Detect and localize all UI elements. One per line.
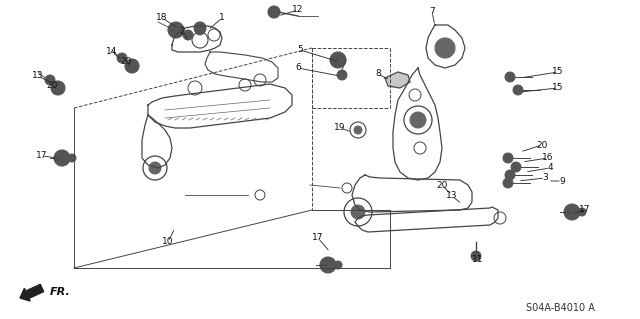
Text: 15: 15 bbox=[552, 84, 564, 93]
Circle shape bbox=[330, 52, 346, 68]
Circle shape bbox=[117, 53, 127, 63]
Text: 1: 1 bbox=[219, 13, 225, 23]
Text: FR.: FR. bbox=[50, 287, 71, 297]
Text: 20: 20 bbox=[120, 57, 132, 66]
Text: 16: 16 bbox=[542, 153, 554, 162]
Circle shape bbox=[513, 85, 523, 95]
Circle shape bbox=[511, 162, 521, 172]
Circle shape bbox=[410, 112, 426, 128]
Text: S04A-B4010 A: S04A-B4010 A bbox=[525, 303, 595, 313]
Text: 19: 19 bbox=[334, 123, 346, 132]
Circle shape bbox=[505, 72, 515, 82]
Circle shape bbox=[435, 38, 455, 58]
Text: 10: 10 bbox=[163, 238, 173, 247]
Circle shape bbox=[149, 162, 161, 174]
Text: 20: 20 bbox=[536, 140, 548, 150]
Circle shape bbox=[54, 150, 70, 166]
Text: 11: 11 bbox=[472, 256, 484, 264]
Circle shape bbox=[505, 170, 515, 180]
Circle shape bbox=[168, 22, 184, 38]
Text: 12: 12 bbox=[292, 5, 304, 14]
Text: 20: 20 bbox=[436, 181, 448, 189]
Text: 17: 17 bbox=[312, 234, 324, 242]
Text: 20: 20 bbox=[46, 80, 58, 90]
FancyArrow shape bbox=[20, 284, 44, 301]
Circle shape bbox=[268, 6, 280, 18]
Text: 3: 3 bbox=[542, 174, 548, 182]
Text: 2: 2 bbox=[179, 27, 185, 36]
Circle shape bbox=[195, 25, 205, 35]
Text: 13: 13 bbox=[446, 191, 458, 201]
Text: 4: 4 bbox=[547, 164, 553, 173]
Text: 17: 17 bbox=[579, 205, 591, 214]
Circle shape bbox=[125, 59, 139, 73]
Circle shape bbox=[354, 126, 362, 134]
Circle shape bbox=[320, 257, 336, 273]
Polygon shape bbox=[385, 72, 410, 88]
Circle shape bbox=[194, 22, 206, 34]
Circle shape bbox=[183, 30, 193, 40]
Text: 9: 9 bbox=[559, 176, 565, 186]
Circle shape bbox=[578, 208, 586, 216]
Circle shape bbox=[564, 204, 580, 220]
Circle shape bbox=[503, 178, 513, 188]
Text: 7: 7 bbox=[429, 8, 435, 17]
Circle shape bbox=[471, 251, 481, 261]
Text: 6: 6 bbox=[295, 63, 301, 72]
Text: 5: 5 bbox=[297, 46, 303, 55]
Text: 15: 15 bbox=[552, 68, 564, 77]
Circle shape bbox=[51, 81, 65, 95]
Text: 17: 17 bbox=[36, 152, 48, 160]
Circle shape bbox=[45, 75, 55, 85]
Text: 14: 14 bbox=[106, 48, 118, 56]
Text: 18: 18 bbox=[156, 13, 168, 23]
Circle shape bbox=[337, 70, 347, 80]
Circle shape bbox=[503, 153, 513, 163]
Text: 8: 8 bbox=[375, 70, 381, 78]
Circle shape bbox=[334, 261, 342, 269]
Text: 13: 13 bbox=[32, 71, 44, 80]
Circle shape bbox=[351, 205, 365, 219]
Circle shape bbox=[68, 154, 76, 162]
